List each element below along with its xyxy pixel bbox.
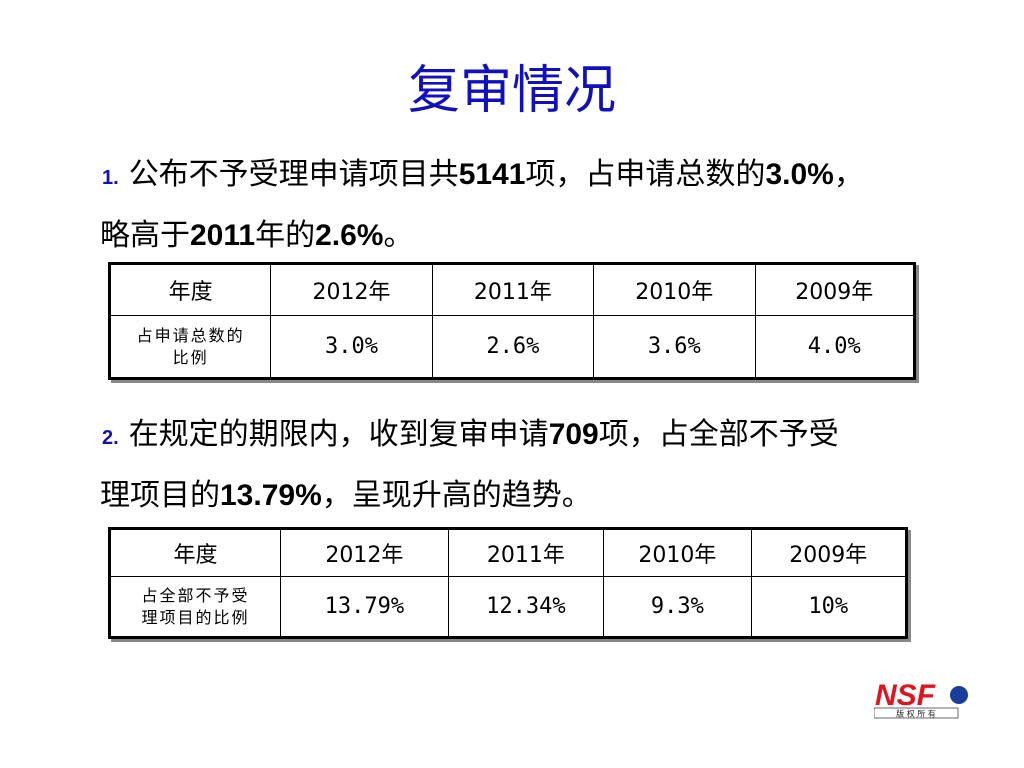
page-title: 复审情况 (407, 61, 616, 121)
list-number: 2. (102, 427, 119, 449)
header-cell: 2012年 (280, 528, 449, 577)
table-row: 占全部不予受 理项目的比例 13.79% 12.34% 9.3% 10% (108, 576, 908, 638)
nsfc-logo: NSF 版 权 所 有 (874, 679, 968, 719)
header-cell: 2010年 (593, 263, 756, 316)
header-cell: 年度 (108, 528, 282, 577)
value-cell: 2.6% (431, 315, 595, 379)
value-cell: 3.0% (270, 315, 433, 379)
value-cell: 12.34% (447, 576, 605, 638)
value-cell: 13.79% (280, 576, 449, 638)
row-label: 占申请总数的 比例 (108, 315, 272, 379)
header-cell: 2011年 (431, 263, 595, 316)
logo-caption-box (874, 707, 959, 719)
value-cell: 3.6% (593, 315, 756, 379)
logo-dot (950, 686, 968, 704)
section-1-text: 1. 公布不予受理申请项目共5141项，占申请总数的3.0%， 略高于2011年的… (100, 157, 864, 253)
value-cell: 9.3% (603, 576, 752, 638)
table-review-ratio: 年度 2012年 2011年 2010年 2009年 占全部不予受 理项目的比例 … (108, 527, 908, 639)
logo-text: NSF (875, 679, 936, 712)
header-cell: 2009年 (754, 263, 916, 316)
header-cell: 2012年 (270, 263, 433, 316)
header-cell: 2011年 (447, 528, 605, 577)
logo-caption: 版 权 所 有 (896, 709, 936, 719)
list-number: 1. (102, 167, 119, 189)
table-header-row: 年度 2012年 2011年 2010年 2009年 (108, 263, 916, 316)
header-cell: 2010年 (603, 528, 752, 577)
row-label: 占全部不予受 理项目的比例 (108, 576, 282, 638)
section-2-text: 2. 在规定的期限内，收到复审申请709项，占全部不予受 理项目的13.79%，呈… (100, 417, 839, 513)
table-rejection-ratio: 年度 2012年 2011年 2010年 2009年 占申请总数的 比例 3.0%… (108, 262, 916, 380)
table-row: 占申请总数的 比例 3.0% 2.6% 3.6% 4.0% (108, 315, 916, 379)
value-cell: 4.0% (754, 315, 916, 379)
value-cell: 10% (750, 576, 908, 638)
table-header-row: 年度 2012年 2011年 2010年 2009年 (108, 528, 908, 577)
header-cell: 年度 (108, 263, 272, 316)
header-cell: 2009年 (750, 528, 908, 577)
